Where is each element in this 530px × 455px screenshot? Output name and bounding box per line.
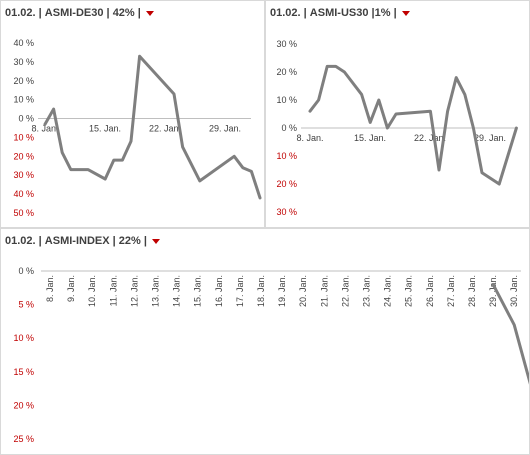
y-tick-label: 20 %: [276, 179, 297, 189]
y-tick-label: 30 %: [13, 170, 34, 180]
x-tick-label: 29. Jan.: [474, 133, 506, 143]
y-tick-label: 0 %: [18, 266, 34, 276]
header-value: 1%: [374, 7, 391, 19]
x-tick-label: 19. Jan.: [277, 275, 287, 307]
panel-header: 01.02. | ASMI-INDEX | 22% |: [5, 234, 160, 248]
x-tick-label: 24. Jan.: [383, 275, 393, 307]
dropdown-caret-icon[interactable]: [151, 238, 160, 244]
series-line: [491, 282, 529, 385]
x-tick-label: 28. Jan.: [467, 275, 477, 307]
panel-header: 01.02. | ASMI-US30 | 1% |: [270, 6, 410, 20]
chart-panel-index: 01.02. | ASMI-INDEX | 22% | 0 % 5 % 10 % 15…: [0, 228, 530, 455]
y-tick-label: 0 %: [18, 114, 34, 124]
dropdown-caret-icon[interactable]: [401, 10, 410, 16]
x-tick-label: 15. Jan.: [354, 133, 386, 143]
series-line: [43, 54, 262, 200]
x-tick-label: 13. Jan.: [151, 275, 161, 307]
y-tick-label: 10 %: [276, 95, 297, 105]
chart-panel-de30: 01.02. | ASMI-DE30 | 42% | 40 % 30 % 20 % 1…: [0, 0, 265, 228]
y-tick-label: 20 %: [276, 67, 297, 77]
x-tick-label: 12. Jan.: [129, 275, 139, 307]
header-name: ASMI-US30: [309, 7, 369, 19]
x-tick-label: 30. Jan.: [509, 275, 519, 307]
series-line: [308, 64, 518, 186]
x-tick-label: 11. Jan.: [108, 275, 118, 306]
y-tick-label: 20 %: [13, 76, 34, 86]
chart-de30: 40 % 30 % 20 % 10 % 0 % 10 % 20 % 30 % 40 % 50 % 8…: [13, 38, 262, 218]
header-name: ASMI-INDEX: [44, 235, 110, 247]
header-date: 01.02.: [270, 7, 301, 19]
y-tick-label: 20 %: [13, 151, 34, 161]
header-name: ASMI-DE30: [44, 7, 104, 19]
x-tick-label: 21. Jan.: [319, 275, 329, 307]
header-date: 01.02.: [5, 7, 36, 19]
panel-header: 01.02. | ASMI-DE30 | 42% |: [5, 6, 154, 20]
y-tick-label: 30 %: [276, 207, 297, 217]
chart-us30: 30 % 20 % 10 % 0 % 10 % 20 % 30 % 8. Jan. 15. Ja…: [276, 39, 518, 217]
x-tick-label: 26. Jan.: [425, 275, 435, 307]
x-tick-label: 14. Jan.: [172, 275, 182, 307]
x-tick-label: 8. Jan.: [31, 124, 58, 134]
header-value: 42%: [112, 7, 135, 19]
x-tick-label: 27. Jan.: [446, 275, 456, 307]
x-tick-label: 22. Jan.: [149, 124, 181, 134]
x-tick-label: 10. Jan.: [87, 275, 97, 307]
y-tick-label: 25 %: [13, 434, 34, 444]
chart-index: 0 % 5 % 10 % 15 % 20 % 25 % 8. Jan. 9. Jan. 10. …: [13, 266, 529, 444]
dropdown-caret-icon[interactable]: [145, 10, 154, 16]
header-value: 22%: [118, 235, 141, 247]
x-tick-label: 8. Jan.: [296, 133, 323, 143]
y-tick-label: 20 %: [13, 400, 34, 410]
y-tick-label: 30 %: [276, 39, 297, 49]
y-tick-label: 40 %: [13, 38, 34, 48]
x-tick-label: 8. Jan.: [45, 275, 55, 302]
x-tick-label: 15. Jan.: [193, 275, 203, 307]
x-tick-label: 22. Jan.: [340, 275, 350, 307]
x-tick-label: 18. Jan.: [256, 275, 266, 307]
x-tick-label: 22. Jan.: [414, 133, 446, 143]
x-tick-label: 29. Jan.: [209, 124, 241, 134]
y-tick-label: 15 %: [13, 367, 34, 377]
y-tick-label: 0 %: [281, 123, 297, 133]
y-tick-label: 30 %: [13, 57, 34, 67]
x-tick-label: 9. Jan.: [66, 275, 76, 302]
x-tick-label: 15. Jan.: [89, 124, 121, 134]
y-tick-label: 50 %: [13, 208, 34, 218]
y-tick-label: 40 %: [13, 189, 34, 199]
x-tick-label: 29. Jan.: [488, 275, 498, 307]
header-date: 01.02.: [5, 235, 36, 247]
y-tick-label: 5 %: [18, 300, 34, 310]
y-tick-label: 10 %: [13, 132, 34, 142]
y-tick-label: 10 %: [13, 333, 34, 343]
x-tick-label: 17. Jan.: [235, 275, 245, 307]
x-tick-label: 23. Jan.: [362, 275, 372, 307]
y-tick-label: 10 %: [13, 95, 34, 105]
x-tick-label: 25. Jan.: [404, 275, 414, 307]
y-tick-label: 10 %: [276, 151, 297, 161]
x-tick-label: 20. Jan.: [298, 275, 308, 307]
chart-panel-us30: 01.02. | ASMI-US30 | 1% | 30 % 20 % 10 % 0 %…: [265, 0, 530, 228]
x-tick-label: 16. Jan.: [214, 275, 224, 307]
